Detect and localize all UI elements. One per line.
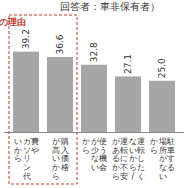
svg-text:運転に不安: 運転に不安 bbox=[120, 137, 128, 181]
svg-text:から: から bbox=[82, 137, 90, 155]
svg-text:使う機会: 使う機会 bbox=[99, 137, 107, 172]
svg-text:の理由: の理由 bbox=[0, 17, 26, 27]
svg-text:が高いから: が高いから bbox=[52, 137, 61, 181]
svg-text:費や: 費や bbox=[31, 137, 39, 155]
svg-text:32.8: 32.8 bbox=[89, 42, 99, 62]
svg-text:25.0: 25.0 bbox=[157, 58, 167, 78]
svg-text:運転したく: 運転したく bbox=[137, 137, 145, 181]
svg-text:が少ない: が少ない bbox=[91, 137, 100, 172]
svg-text:39.2: 39.2 bbox=[21, 29, 31, 49]
svg-text:27.1: 27.1 bbox=[123, 54, 133, 74]
svg-text:場所がない: 場所がない bbox=[158, 137, 168, 181]
svg-text:購入価格: 購入価格 bbox=[60, 137, 69, 172]
html-text:回答者：車非保有者）: 回答者：車非保有者） bbox=[60, 1, 160, 12]
svg-text:から: から bbox=[150, 137, 158, 155]
svg-text:があるから: があるから bbox=[112, 137, 121, 181]
svg-text:いから: いから bbox=[14, 137, 22, 164]
svg-text:ガソリン代: ガソリン代 bbox=[22, 137, 32, 181]
svg-text:駐車する: 駐車する bbox=[166, 137, 175, 172]
svg-text:ないから/: ないから/ bbox=[129, 137, 137, 181]
svg-text:36.6: 36.6 bbox=[55, 34, 65, 54]
